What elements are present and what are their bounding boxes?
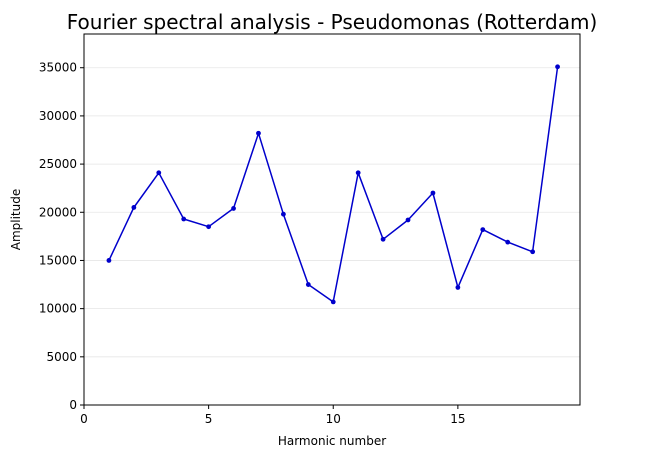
series — [106, 64, 560, 305]
data-point-12 — [380, 236, 386, 242]
data-point-19 — [555, 64, 560, 70]
y-tick-label-6: 30000 — [39, 109, 77, 123]
data-point-16 — [480, 227, 486, 233]
data-point-3 — [156, 170, 162, 176]
data-point-18 — [530, 249, 536, 255]
data-point-6 — [231, 206, 236, 211]
x-tick-label-1: 5 — [205, 412, 213, 426]
x-axis: 0 5 10 15 — [80, 405, 466, 426]
y-axis-label: Amplitude — [9, 189, 23, 251]
data-point-15 — [455, 285, 461, 290]
data-point-14 — [430, 190, 436, 196]
y-tick-label-5: 25000 — [39, 157, 77, 171]
x-axis-label: Harmonic number — [278, 434, 386, 448]
data-point-4 — [181, 216, 187, 222]
y-tick-label-2: 10000 — [39, 302, 77, 316]
x-tick-label-0: 0 — [80, 412, 88, 426]
plot-frame — [83, 33, 581, 406]
y-tick-label-3: 15000 — [39, 253, 77, 267]
series-line — [108, 66, 559, 303]
y-tick-label-0: 0 — [69, 398, 77, 412]
grid — [84, 67, 580, 406]
y-axis: 0 5000 10000 15000 20000 25000 30000 35000 — [39, 61, 84, 412]
y-tick-label-4: 20000 — [39, 205, 77, 219]
data-point-17 — [505, 239, 511, 245]
data-point-2 — [131, 205, 137, 210]
data-point-10 — [330, 299, 336, 305]
x-tick-label-2: 10 — [326, 412, 341, 426]
data-point-5 — [206, 224, 212, 230]
data-point-1 — [106, 258, 112, 263]
y-tick-label-7: 35000 — [39, 61, 77, 75]
x-tick-label-3: 15 — [450, 412, 465, 426]
data-point-8 — [280, 211, 286, 217]
data-point-7 — [256, 130, 261, 136]
chart-title: Fourier spectral analysis - Pseudomonas … — [67, 10, 598, 34]
y-tick-label-1: 5000 — [46, 350, 77, 364]
data-point-11 — [355, 170, 361, 176]
data-point-13 — [405, 217, 411, 223]
data-point-9 — [305, 282, 311, 287]
